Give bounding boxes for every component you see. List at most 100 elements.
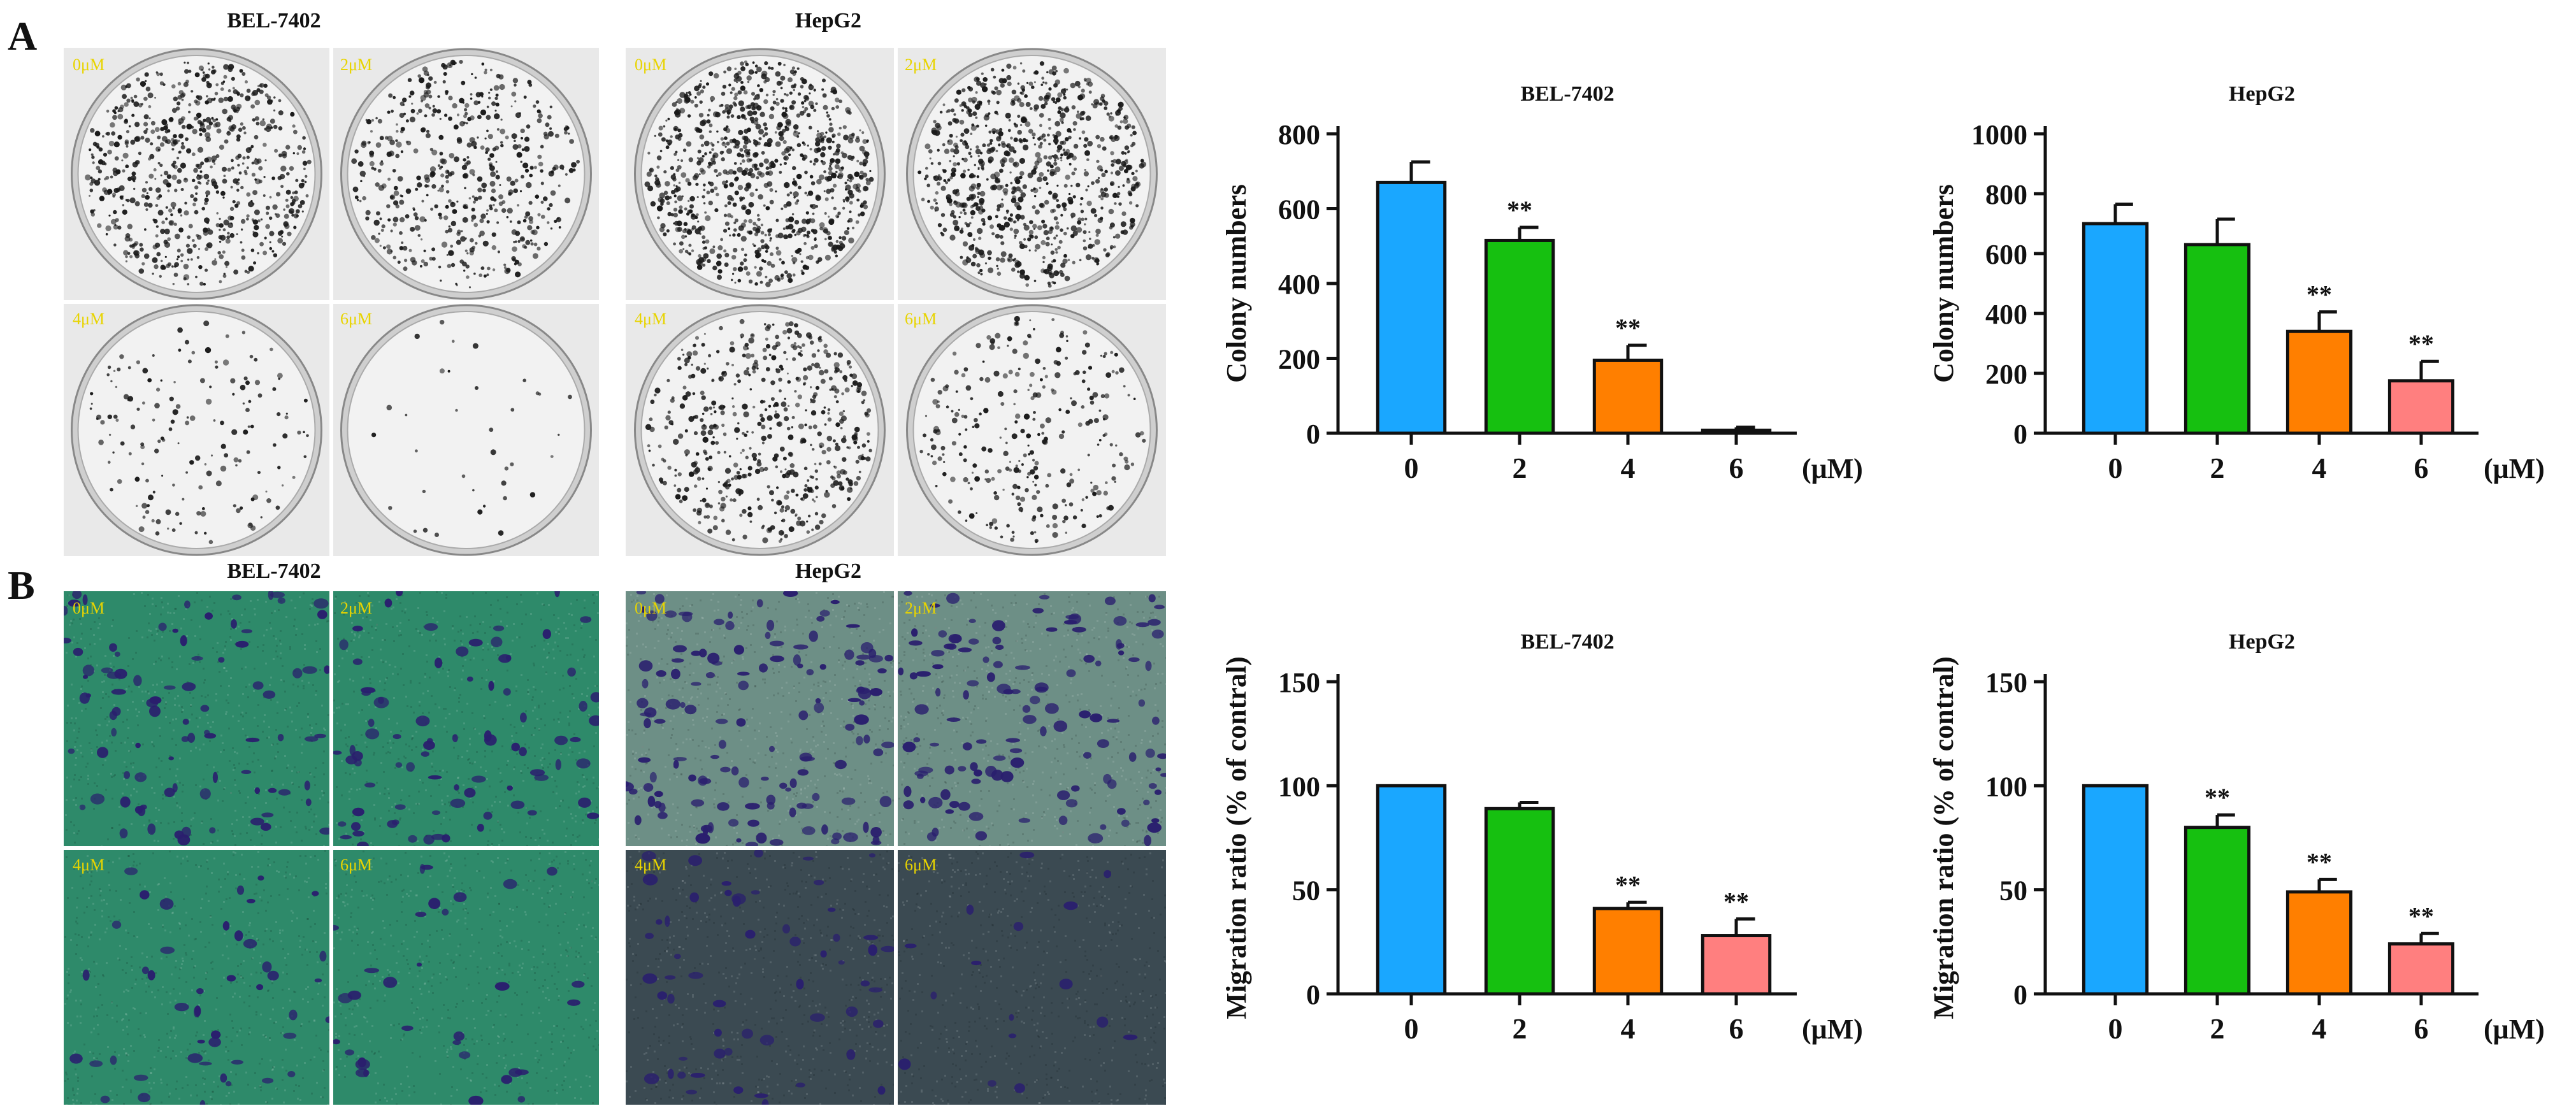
dose-label: 6μM (905, 856, 937, 874)
x-tick-label: 6 (2414, 1012, 2429, 1045)
y-tick-label: 0 (2013, 979, 2027, 1010)
migration-field-2 (64, 850, 329, 1105)
y-tick-label: 0 (1306, 419, 1320, 450)
y-tick-label: 100 (1278, 771, 1320, 802)
bar-chart-colony-hepg2: HepG2 0 200 400 600 800 1000 0 2 ** 4 ** 6 (μM) Colony… (1928, 82, 2545, 484)
significance-marker: ** (1507, 196, 1532, 224)
chart-title: HepG2 (2229, 630, 2295, 654)
x-axis-unit: (μM) (2484, 1014, 2545, 1045)
dose-label: 0μM (635, 55, 667, 74)
migration-field-0 (626, 591, 894, 846)
x-tick-label: 2 (2210, 1012, 2225, 1045)
bar-4 (1592, 358, 1664, 435)
dose-label: 0μM (73, 55, 105, 74)
colony-image-title-hepg2: HepG2 (795, 9, 861, 32)
y-tick-label: 0 (1306, 979, 1320, 1010)
colony-well-1 (898, 48, 1166, 300)
colony-well-2 (626, 304, 894, 556)
dose-label: 2μM (340, 599, 373, 617)
y-axis-label: Colony numbers (1221, 184, 1252, 383)
bar-2 (2184, 243, 2251, 435)
dose-label: 6μM (340, 310, 373, 328)
y-tick-label: 50 (1999, 875, 2027, 907)
bar-6 (2387, 379, 2455, 435)
migration-field-0 (64, 591, 329, 846)
significance-marker: ** (1615, 313, 1641, 342)
x-tick-label: 4 (2312, 1012, 2327, 1045)
dose-label: 2μM (905, 599, 937, 617)
significance-marker: ** (2306, 847, 2332, 876)
bar-4 (2285, 890, 2353, 996)
y-tick-label: 100 (1985, 771, 2027, 802)
bar-6 (1701, 428, 1772, 435)
dose-label: 2μM (905, 55, 937, 74)
chart-title: BEL-7402 (1520, 82, 1614, 106)
colony-well-0 (64, 48, 329, 300)
bar-chart-colony-bel7402: BEL-7402 0 200 400 600 800 0 ** 2 ** 4 6 (μM) Colony … (1221, 82, 1863, 484)
migration-field-3 (333, 850, 599, 1105)
y-tick-label: 400 (1985, 299, 2027, 330)
bar-4 (1592, 907, 1664, 996)
dose-label: 4μM (73, 856, 105, 874)
bar-chart-migration-bel7402: BEL-7402 0 50 100 150 0 2 ** 4 ** 6 (μM) Migration r… (1221, 630, 1863, 1045)
x-tick-label: 4 (1621, 452, 1636, 484)
x-tick-label: 4 (2312, 452, 2327, 484)
migration-image-title-hepg2: HepG2 (795, 559, 861, 583)
panel-label-b: B (8, 563, 35, 608)
significance-marker: ** (2408, 901, 2434, 930)
significance-marker: ** (2306, 280, 2332, 309)
migration-field-2 (626, 850, 894, 1105)
bar-4 (2285, 329, 2353, 435)
colony-well-0 (626, 48, 894, 300)
y-tick-label: 800 (1985, 179, 2027, 210)
bar-2 (1484, 807, 1555, 996)
y-tick-label: 0 (2013, 419, 2027, 450)
y-axis-label: Colony numbers (1928, 184, 1959, 383)
x-tick-label: 6 (1729, 1012, 1744, 1045)
dose-label: 4μM (73, 310, 105, 328)
x-tick-label: 2 (1513, 452, 1527, 484)
x-axis-unit: (μM) (2484, 453, 2545, 484)
x-tick-label: 0 (1404, 1012, 1419, 1045)
dose-label: 0μM (73, 599, 105, 617)
y-tick-label: 600 (1985, 239, 2027, 270)
colony-photo-grid-hepg2: 0μM 2μM 4μM 6μM (626, 48, 1166, 556)
migration-photo-grid-hepg2: 0μM 2μM 4μM 6μM (626, 591, 1166, 1105)
x-tick-label: 2 (2210, 452, 2225, 484)
significance-marker: ** (2205, 783, 2230, 812)
migration-field-1 (898, 591, 1166, 846)
x-tick-label: 0 (2108, 452, 2123, 484)
y-tick-label: 150 (1985, 667, 2027, 698)
chart-title: BEL-7402 (1520, 630, 1614, 654)
x-axis-unit: (μM) (1802, 1014, 1863, 1045)
significance-marker: ** (1723, 887, 1749, 915)
bar-0 (2082, 222, 2149, 435)
migration-field-1 (333, 591, 599, 846)
y-tick-label: 400 (1278, 269, 1320, 300)
dose-label: 6μM (340, 856, 373, 874)
x-tick-label: 6 (1729, 452, 1744, 484)
x-tick-label: 6 (2414, 452, 2429, 484)
y-tick-label: 1000 (1971, 119, 2027, 150)
y-tick-label: 200 (1278, 344, 1320, 375)
dose-label: 0μM (635, 599, 667, 617)
migration-field-3 (898, 850, 1166, 1105)
colony-well-3 (898, 304, 1166, 556)
y-tick-label: 50 (1292, 875, 1320, 907)
x-tick-label: 0 (1404, 452, 1419, 484)
x-tick-label: 4 (1621, 1012, 1636, 1045)
bar-0 (2082, 784, 2149, 996)
migration-photo-grid-bel7402: 0μM 2μM 4μM 6μM (64, 591, 599, 1105)
chart-title: HepG2 (2229, 82, 2295, 106)
bar-2 (2184, 826, 2251, 996)
dose-label: 4μM (635, 310, 667, 328)
x-tick-label: 2 (1513, 1012, 1527, 1045)
migration-image-title-bel7402: BEL-7402 (227, 559, 321, 583)
y-axis-label: Migration ratio (% of contral) (1928, 656, 1959, 1019)
significance-marker: ** (1615, 870, 1641, 899)
colony-well-2 (64, 304, 329, 556)
colony-image-title-bel7402: BEL-7402 (227, 9, 321, 32)
dose-label: 4μM (635, 856, 667, 874)
y-tick-label: 150 (1278, 667, 1320, 698)
colony-photo-grid-bel7402: 0μM 2μM 4μM 6μM (64, 48, 599, 556)
